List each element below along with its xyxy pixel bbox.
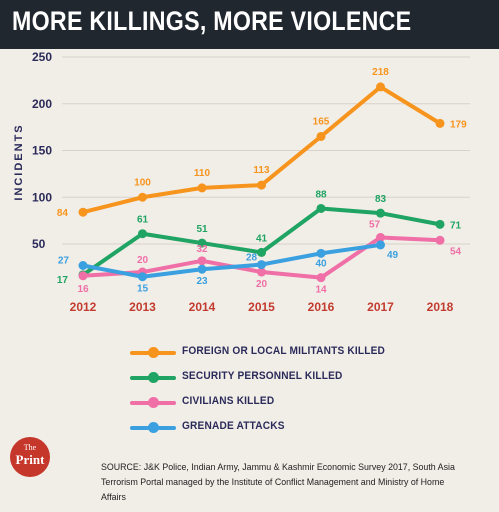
x-tick-label: 2018 <box>427 300 454 314</box>
data-label: 15 <box>137 284 149 295</box>
data-point <box>138 229 147 239</box>
data-point <box>316 248 326 258</box>
header-bar: MORE KILLINGS, MORE VIOLENCE <box>0 0 499 49</box>
x-tick-label: 2014 <box>189 300 216 314</box>
logo-print: Print <box>15 452 45 467</box>
data-label: 49 <box>387 250 399 261</box>
data-point <box>78 207 88 217</box>
data-point <box>435 118 445 128</box>
data-point <box>197 238 207 248</box>
data-label: 28 <box>246 253 258 264</box>
data-label: 100 <box>134 177 151 188</box>
x-tick-label: 2013 <box>129 300 156 314</box>
data-point <box>257 260 266 270</box>
data-point <box>197 183 207 193</box>
data-label: 32 <box>196 244 208 255</box>
series-line <box>81 84 442 215</box>
legend-item-grenade: GRENADE ATTACKS <box>130 420 430 436</box>
data-label: 165 <box>313 116 330 127</box>
legend-item-militants: FOREIGN OR LOCAL MILITANTS KILLED <box>130 345 430 361</box>
x-tick-label: 2012 <box>70 300 97 314</box>
legend-swatch-dot <box>148 372 159 383</box>
data-label: 14 <box>315 285 327 296</box>
legend-label: SECURITY PERSONNEL KILLED <box>182 370 343 382</box>
data-label: 57 <box>369 219 381 230</box>
logo-the: The <box>23 443 37 452</box>
legend-label: GRENADE ATTACKS <box>182 420 285 432</box>
data-label: 218 <box>372 67 389 78</box>
x-tick-label: 2016 <box>308 300 335 314</box>
y-tick-label: 200 <box>32 97 52 111</box>
data-label: 51 <box>196 224 208 235</box>
source-note: SOURCE: J&K Police, Indian Army, Jammu &… <box>101 462 455 503</box>
theprint-logo: The Print <box>10 437 50 477</box>
data-point <box>316 203 326 213</box>
y-tick-label: 250 <box>32 50 52 64</box>
data-point <box>376 82 385 92</box>
data-label: 17 <box>57 275 69 286</box>
data-label: 27 <box>58 256 70 267</box>
y-axis-title: INCIDENTS <box>13 123 25 200</box>
data-point <box>78 271 88 281</box>
data-label: 23 <box>196 276 208 287</box>
data-point <box>376 232 385 242</box>
data-point <box>257 267 266 277</box>
page-title: MORE KILLINGS, MORE VIOLENCE <box>12 6 412 36</box>
data-point <box>316 273 326 283</box>
x-tick-label: 2017 <box>367 300 394 314</box>
data-point <box>376 240 385 250</box>
data-point <box>316 131 326 141</box>
data-label: 41 <box>256 233 268 244</box>
legend-label: FOREIGN OR LOCAL MILITANTS KILLED <box>182 345 386 357</box>
data-label: 16 <box>77 284 89 295</box>
legend-swatch-dot <box>148 347 159 358</box>
series-line <box>81 242 383 279</box>
legend-label: CIVILIANS KILLED <box>182 395 275 407</box>
data-label: 61 <box>137 215 149 226</box>
data-point <box>138 272 147 282</box>
data-point <box>78 261 88 271</box>
legend-swatch-dot <box>148 397 159 408</box>
y-tick-label: 150 <box>32 144 52 158</box>
data-point <box>138 192 147 202</box>
data-label: 179 <box>450 119 467 130</box>
data-point <box>257 180 266 190</box>
y-tick-label: 50 <box>32 237 46 251</box>
legend-swatch-dot <box>148 422 159 433</box>
data-point <box>435 235 445 245</box>
data-label: 54 <box>450 246 462 257</box>
data-label: 88 <box>315 189 327 200</box>
data-label: 71 <box>450 220 462 231</box>
data-label: 84 <box>57 208 69 219</box>
data-point <box>257 247 266 257</box>
data-point <box>197 256 207 266</box>
data-label: 83 <box>375 194 387 205</box>
legend-item-civilians: CIVILIANS KILLED <box>130 395 430 411</box>
x-tick-label: 2015 <box>248 300 275 314</box>
data-label: 40 <box>315 258 327 269</box>
data-point <box>435 219 445 229</box>
y-tick-label: 100 <box>32 190 52 204</box>
data-point <box>197 264 207 274</box>
data-label: 20 <box>137 255 149 266</box>
data-label: 113 <box>253 165 270 176</box>
data-label: 20 <box>256 279 268 290</box>
data-point <box>376 208 385 218</box>
data-label: 110 <box>194 168 211 179</box>
legend-item-security: SECURITY PERSONNEL KILLED <box>130 370 430 386</box>
